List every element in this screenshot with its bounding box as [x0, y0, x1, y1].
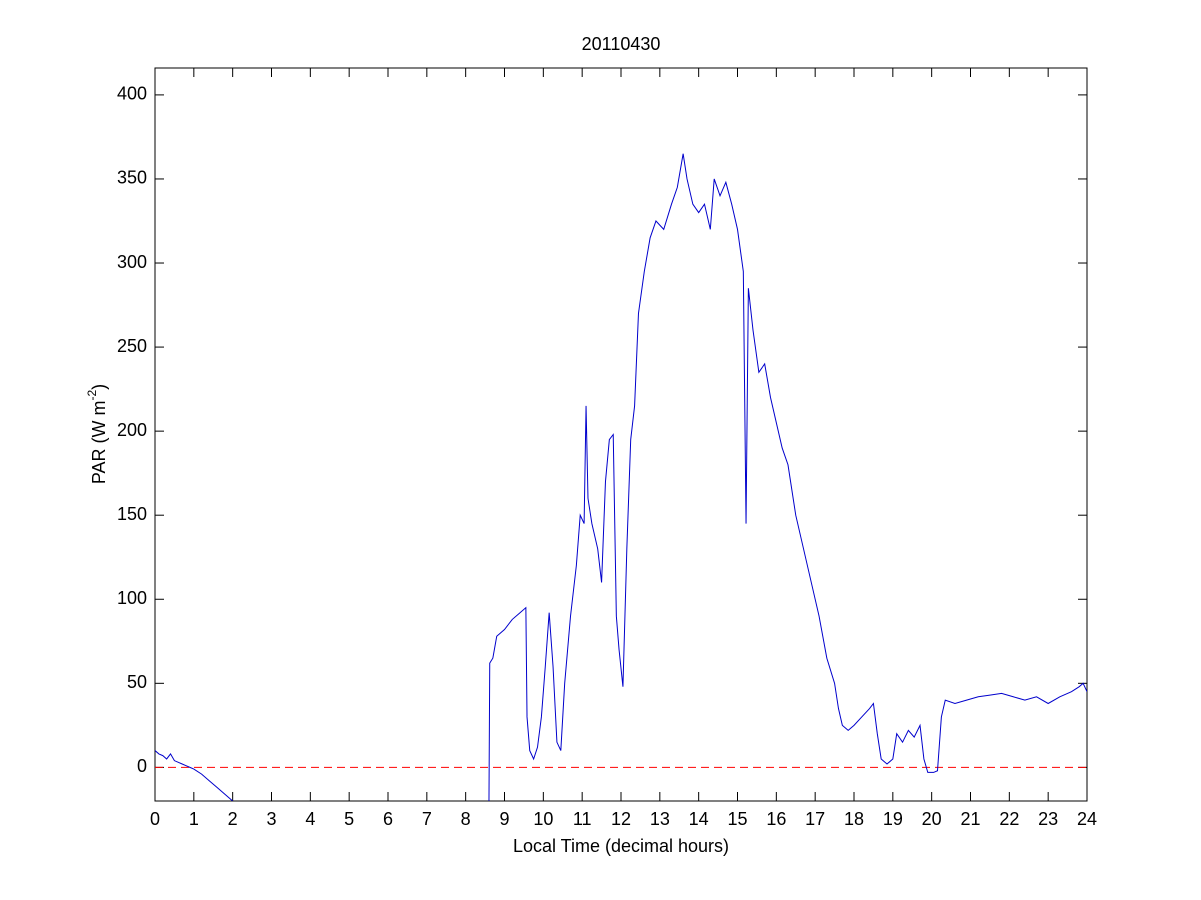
y-tick-label: 400 — [117, 84, 147, 104]
x-tick-label: 0 — [150, 809, 160, 829]
y-axis-label: PAR (W m-2) — [85, 384, 109, 484]
x-tick-label: 17 — [805, 809, 825, 829]
x-tick-label: 9 — [499, 809, 509, 829]
x-tick-label: 14 — [689, 809, 709, 829]
chart-title: 20110430 — [582, 34, 661, 54]
x-tick-label: 20 — [922, 809, 942, 829]
x-tick-label: 8 — [461, 809, 471, 829]
x-tick-label: 1 — [189, 809, 199, 829]
x-tick-label: 3 — [266, 809, 276, 829]
x-tick-label: 6 — [383, 809, 393, 829]
plot-area — [154, 67, 1088, 802]
x-tick-label: 5 — [344, 809, 354, 829]
y-tick-label: 350 — [117, 168, 147, 188]
x-tick-label: 7 — [422, 809, 432, 829]
x-tick-label: 4 — [305, 809, 315, 829]
y-label-text: PAR (W m — [89, 401, 109, 485]
x-tick-label: 24 — [1077, 809, 1097, 829]
y-tick-label: 100 — [117, 588, 147, 608]
x-tick-label: 11 — [573, 809, 592, 829]
y-label-sup: -2 — [85, 390, 99, 401]
x-tick-label: 18 — [844, 809, 864, 829]
x-tick-label: 22 — [999, 809, 1019, 829]
x-tick-label: 21 — [960, 809, 980, 829]
x-tick-label: 15 — [727, 809, 747, 829]
data-line — [155, 153, 1087, 801]
x-tick-label: 12 — [611, 809, 631, 829]
y-tick-label: 250 — [117, 336, 147, 356]
x-tick-label: 2 — [228, 809, 238, 829]
x-axis-label: Local Time (decimal hours) — [513, 836, 729, 856]
y-tick-label: 0 — [137, 756, 147, 776]
y-label-tail: ) — [89, 384, 109, 390]
x-tick-label: 16 — [766, 809, 786, 829]
x-tick-label: 10 — [533, 809, 553, 829]
x-tick-label: 23 — [1038, 809, 1058, 829]
y-tick-label: 300 — [117, 252, 147, 272]
y-tick-label: 50 — [127, 672, 147, 692]
x-tick-label: 13 — [650, 809, 670, 829]
x-tick-label: 19 — [883, 809, 903, 829]
y-tick-label: 150 — [117, 504, 147, 524]
y-tick-label: 200 — [117, 420, 147, 440]
